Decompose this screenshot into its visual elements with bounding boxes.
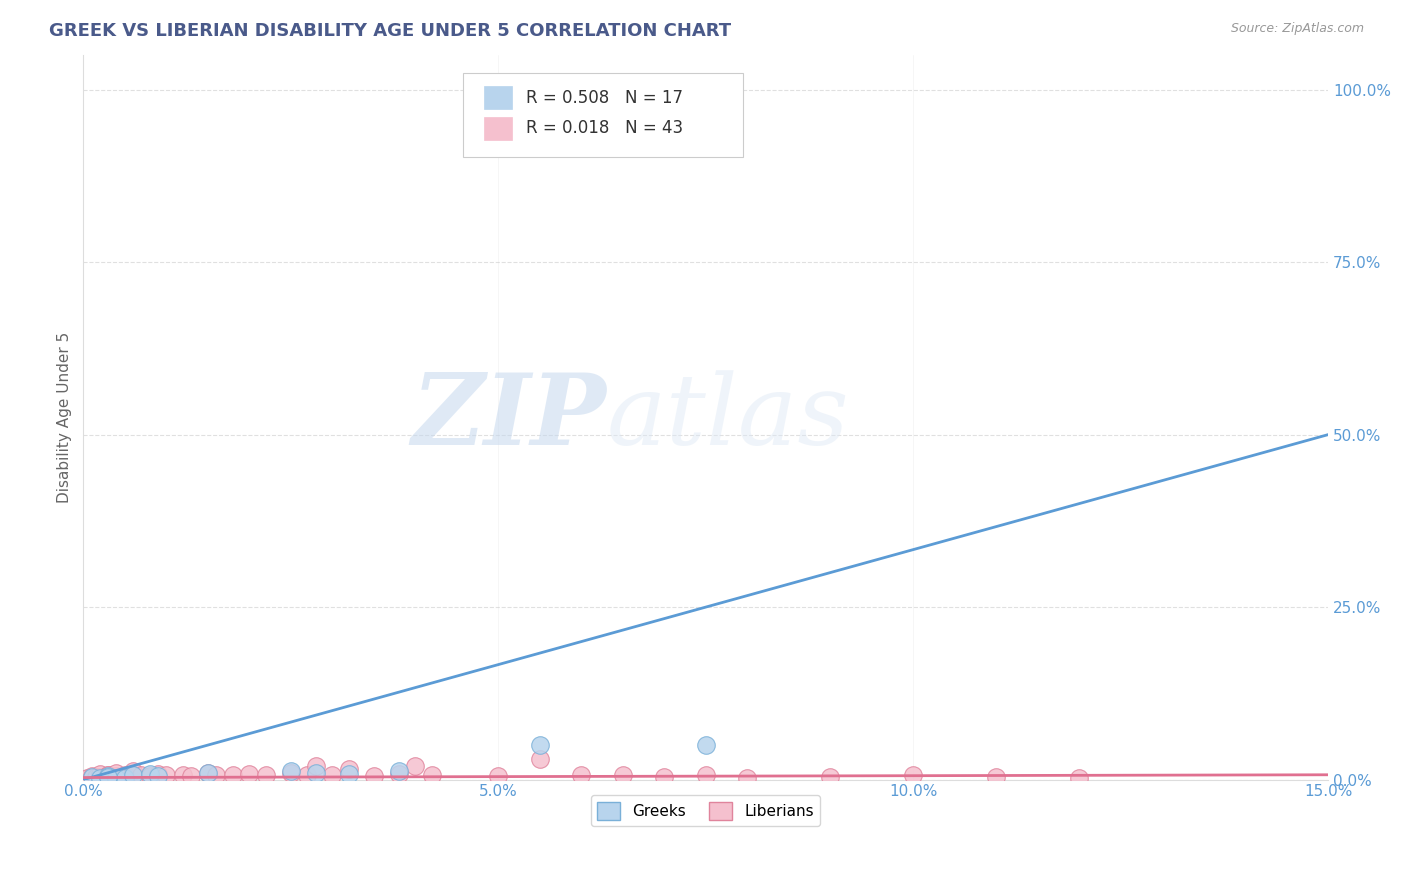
Point bbox=[197, 765, 219, 780]
Point bbox=[388, 767, 411, 781]
Point bbox=[337, 767, 360, 781]
Point bbox=[180, 769, 202, 783]
Text: GREEK VS LIBERIAN DISABILITY AGE UNDER 5 CORRELATION CHART: GREEK VS LIBERIAN DISABILITY AGE UNDER 5… bbox=[49, 22, 731, 40]
Point bbox=[363, 769, 385, 783]
Point bbox=[155, 768, 177, 782]
Point bbox=[420, 768, 443, 782]
Bar bbox=[484, 87, 512, 110]
Point bbox=[529, 752, 551, 766]
Point bbox=[105, 765, 128, 780]
Point bbox=[986, 770, 1008, 784]
Legend: Greeks, Liberians: Greeks, Liberians bbox=[592, 796, 820, 826]
Point bbox=[138, 767, 160, 781]
Point bbox=[114, 768, 136, 782]
Point bbox=[529, 738, 551, 752]
Point bbox=[297, 768, 319, 782]
Point bbox=[221, 768, 243, 782]
Point bbox=[305, 766, 328, 780]
Point bbox=[89, 771, 111, 785]
Point bbox=[146, 767, 169, 781]
Point bbox=[321, 768, 343, 782]
Point bbox=[388, 764, 411, 779]
Point bbox=[238, 767, 260, 781]
Point bbox=[569, 768, 592, 782]
Point bbox=[131, 768, 153, 782]
Point bbox=[84, 770, 107, 784]
Point bbox=[97, 769, 120, 783]
Point bbox=[146, 769, 169, 783]
Text: R = 0.508   N = 17: R = 0.508 N = 17 bbox=[526, 89, 683, 107]
Point bbox=[114, 770, 136, 784]
Point bbox=[105, 771, 128, 785]
Point bbox=[695, 738, 717, 752]
Point bbox=[337, 762, 360, 776]
Point bbox=[404, 759, 426, 773]
Point bbox=[901, 768, 924, 782]
Text: Source: ZipAtlas.com: Source: ZipAtlas.com bbox=[1230, 22, 1364, 36]
Point bbox=[305, 759, 328, 773]
FancyBboxPatch shape bbox=[463, 73, 742, 157]
Text: atlas: atlas bbox=[606, 369, 849, 465]
Point bbox=[652, 770, 675, 784]
Point bbox=[114, 771, 136, 785]
Point bbox=[97, 768, 120, 782]
Point bbox=[76, 771, 98, 785]
Point bbox=[818, 770, 841, 784]
Point bbox=[486, 769, 509, 783]
Text: ZIP: ZIP bbox=[411, 369, 606, 466]
Point bbox=[205, 768, 228, 782]
Bar bbox=[484, 117, 512, 140]
Point bbox=[1069, 771, 1091, 785]
Point bbox=[172, 768, 194, 782]
Point bbox=[105, 769, 128, 783]
Point bbox=[254, 768, 277, 782]
Point bbox=[735, 771, 758, 785]
Point bbox=[612, 768, 634, 782]
Text: R = 0.018   N = 43: R = 0.018 N = 43 bbox=[526, 120, 683, 137]
Point bbox=[80, 770, 103, 784]
Point bbox=[197, 765, 219, 780]
Y-axis label: Disability Age Under 5: Disability Age Under 5 bbox=[58, 332, 72, 503]
Point bbox=[280, 764, 302, 778]
Point bbox=[695, 768, 717, 782]
Point bbox=[122, 768, 145, 782]
Point bbox=[669, 82, 692, 96]
Point bbox=[280, 766, 302, 780]
Point bbox=[89, 770, 111, 784]
Point bbox=[138, 769, 160, 783]
Point bbox=[97, 770, 120, 784]
Point bbox=[97, 768, 120, 782]
Point bbox=[89, 767, 111, 781]
Point bbox=[122, 764, 145, 779]
Point bbox=[80, 769, 103, 783]
